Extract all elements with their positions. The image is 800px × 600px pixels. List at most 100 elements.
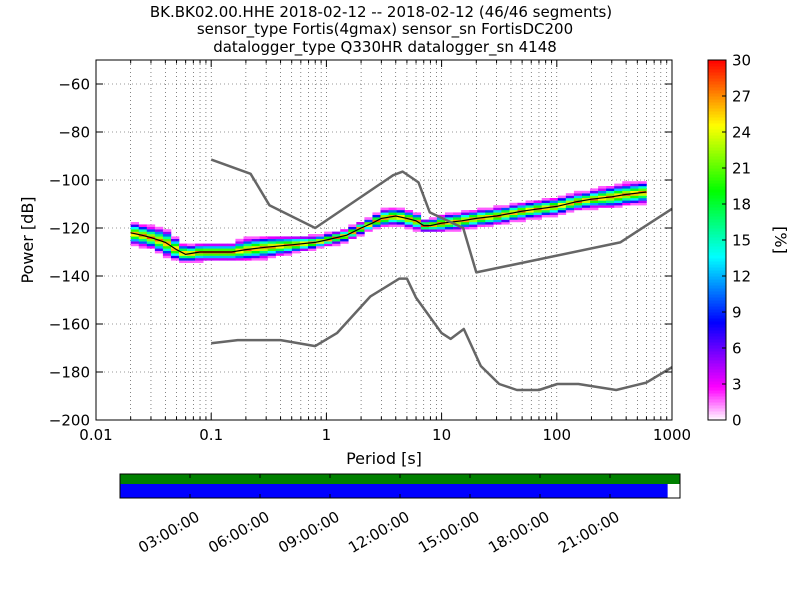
- colorbar-segment: [708, 156, 726, 160]
- ppsd-cell: [251, 250, 260, 254]
- ppsd-cell: [380, 212, 389, 215]
- ppsd-cell: [509, 205, 518, 208]
- x-tick-label: 0.1: [199, 426, 223, 444]
- ppsd-cell: [291, 238, 301, 242]
- ppsd-cell: [138, 236, 148, 239]
- colorbar-segment: [708, 366, 726, 370]
- colorbar-segment: [708, 237, 726, 241]
- ppsd-cell: [235, 241, 244, 244]
- ppsd-cell: [267, 255, 277, 259]
- ppsd-cell: [557, 202, 567, 206]
- ppsd-cell: [541, 212, 551, 215]
- nhnm-curve: [210, 158, 673, 274]
- colorbar-segment: [708, 372, 726, 376]
- ppsd-cell: [372, 224, 381, 227]
- ppsd-cell: [630, 200, 639, 203]
- ppsd-cell: [227, 248, 236, 251]
- title-line-2: sensor_type Fortis(4gmax) sensor_sn Fort…: [197, 20, 573, 39]
- ppsd-cell: [299, 248, 309, 251]
- ppsd-cell: [630, 186, 639, 189]
- ppsd-cell: [162, 248, 172, 251]
- ppsd-cell: [130, 243, 140, 247]
- ppsd-cell: [549, 212, 559, 215]
- colorbar-segment: [708, 330, 726, 334]
- colorbar-segment: [708, 81, 726, 85]
- ppsd-cell: [364, 224, 373, 227]
- ppsd-cell: [162, 250, 172, 254]
- ppsd-cell: [243, 243, 252, 247]
- y-tick-label: −140: [49, 268, 90, 286]
- colorbar-segment: [708, 408, 726, 412]
- colorbar-segment: [708, 231, 726, 235]
- ppsd-cell: [622, 190, 631, 194]
- ppsd-cell: [130, 226, 140, 230]
- colorbar-segment: [708, 162, 726, 166]
- ppsd-cell: [517, 207, 526, 211]
- colorbar-segment: [708, 276, 726, 280]
- ppsd-cell: [557, 210, 567, 213]
- x-tick-label: 100: [542, 426, 571, 444]
- ppsd-cell: [154, 234, 164, 237]
- ppsd-cell: [187, 243, 196, 247]
- ppsd-cell: [187, 246, 196, 249]
- ppsd-cell: [146, 231, 156, 235]
- ppsd-cell: [404, 224, 414, 227]
- ppsd-cell: [614, 195, 623, 199]
- mode-curve: [130, 191, 647, 256]
- colorbar-segment: [708, 186, 726, 190]
- ppsd-cell: [565, 205, 575, 208]
- ppsd-cell: [485, 212, 494, 215]
- ppsd-cell: [614, 198, 623, 201]
- ppsd-cell: [307, 236, 317, 239]
- colorbar-segment: [708, 387, 726, 391]
- ppsd-cell: [469, 222, 478, 225]
- ppsd-cell: [565, 198, 575, 201]
- colorbar-segment: [708, 114, 726, 118]
- ppsd-cell: [565, 193, 575, 196]
- ppsd-cell: [404, 210, 414, 213]
- colorbar-segment: [708, 120, 726, 124]
- ppsd-cell: [316, 234, 325, 237]
- ppsd-cell: [614, 190, 623, 194]
- colorbar-tick-label: 6: [732, 340, 742, 358]
- colorbar-segment: [708, 240, 726, 244]
- colorbar-tick-label: 3: [732, 376, 742, 394]
- ppsd-cell: [324, 241, 333, 244]
- ppsd-cell: [573, 205, 583, 208]
- colorbar-segment: [708, 291, 726, 295]
- colorbar-segment: [708, 174, 726, 178]
- ppsd-cell: [517, 205, 526, 208]
- ppsd-cell: [428, 217, 438, 220]
- ppsd-cell: [557, 195, 567, 199]
- ppsd-cell: [412, 212, 422, 215]
- ppsd-cell: [219, 246, 228, 249]
- ppsd-cell: [299, 238, 309, 242]
- ppsd-cell: [235, 243, 244, 247]
- ppsd-cell: [267, 243, 277, 247]
- ppsd-cell: [380, 222, 389, 225]
- ppsd-cell: [630, 202, 639, 206]
- colorbar-segment: [708, 249, 726, 253]
- ppsd-cell: [179, 250, 188, 254]
- ppsd-cell: [590, 205, 599, 208]
- ppsd-cell: [138, 246, 148, 249]
- ppsd-cell: [380, 217, 389, 220]
- ppsd-cell: [573, 198, 583, 201]
- ppsd-cell: [525, 214, 534, 218]
- ppsd-cell: [299, 241, 309, 244]
- ppsd-cell: [549, 202, 559, 206]
- ppsd-cell: [509, 214, 518, 218]
- ppsd-cell: [533, 217, 542, 220]
- ppsd-cell: [396, 219, 405, 223]
- ppsd-cell: [388, 207, 397, 211]
- ppsd-cell: [477, 217, 486, 220]
- ppsd-cell: [461, 214, 470, 218]
- y-axis-label: Power [dB]: [18, 196, 37, 283]
- colorbar-tick-label: 21: [732, 160, 751, 178]
- ppsd-cell: [243, 258, 252, 261]
- ppsd-cell: [412, 214, 422, 218]
- ppsd-cell: [235, 253, 244, 256]
- ppsd-cell: [493, 205, 502, 208]
- ppsd-cell: [420, 229, 430, 232]
- ppsd-cell: [469, 226, 478, 230]
